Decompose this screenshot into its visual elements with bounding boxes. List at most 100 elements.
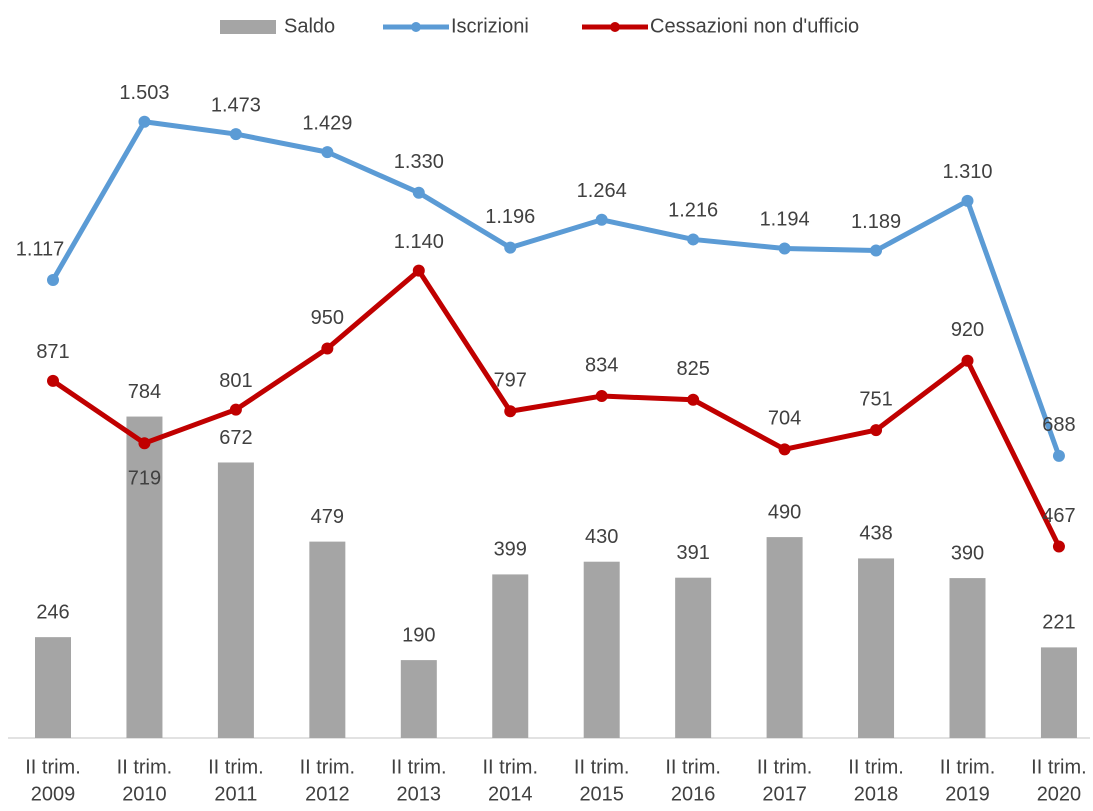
x-tick-label: 2016: [671, 783, 716, 805]
bar: [675, 577, 712, 738]
data-label: 784: [128, 381, 161, 403]
data-label: 1.429: [302, 112, 352, 134]
line-point: [961, 194, 974, 207]
data-label: 719: [128, 467, 161, 489]
data-label: 834: [585, 354, 618, 376]
line-point: [961, 354, 974, 367]
data-label: 1.189: [851, 211, 901, 233]
data-label: 1.216: [668, 200, 718, 222]
data-label: 797: [494, 370, 527, 392]
line-point: [1052, 449, 1065, 462]
data-label: 391: [676, 542, 709, 564]
line-point: [412, 264, 425, 277]
x-tick-label: 2017: [762, 783, 807, 805]
x-tick-label: II trim.: [665, 756, 721, 778]
data-label: 801: [219, 370, 252, 392]
bar: [400, 660, 437, 738]
line-point: [504, 405, 517, 418]
legend-label: Saldo: [284, 15, 335, 37]
data-label: 438: [859, 523, 892, 545]
line-point: [778, 242, 791, 255]
data-label: 479: [311, 506, 344, 528]
data-label: 1.194: [760, 209, 810, 231]
x-tick-label: II trim.: [391, 756, 447, 778]
line-point: [47, 374, 59, 387]
data-label: 221: [1042, 612, 1075, 634]
data-label: 190: [402, 624, 435, 646]
legend-label: Iscrizioni: [451, 15, 529, 37]
line-point: [595, 390, 608, 403]
line-point: [595, 213, 608, 226]
line: [51, 268, 1062, 548]
bar: [492, 574, 529, 738]
line-point: [778, 443, 791, 456]
bar: [583, 561, 620, 738]
line-point: [687, 233, 700, 246]
data-label: 246: [36, 601, 69, 623]
x-tick-label: II trim.: [300, 756, 356, 778]
data-label: 1.503: [119, 82, 169, 104]
bar: [217, 462, 254, 738]
data-label: 672: [219, 427, 252, 449]
data-label: 1.117: [16, 238, 65, 260]
bar: [309, 541, 346, 738]
legend-swatch: [610, 22, 620, 32]
x-tick-label: 2018: [854, 783, 899, 805]
data-label: 430: [585, 526, 618, 548]
x-tick-label: 2015: [579, 783, 624, 805]
x-tick-label: 2010: [122, 783, 167, 805]
line-point: [687, 393, 700, 406]
x-tick-label: II trim.: [117, 756, 173, 778]
x-tick-label: 2009: [31, 783, 76, 805]
bar: [949, 578, 986, 738]
data-label: 704: [768, 408, 801, 430]
x-tick-label: 2011: [214, 783, 257, 805]
data-label: 390: [951, 542, 984, 564]
line-point: [412, 186, 425, 199]
data-label: 1.140: [394, 231, 444, 253]
legend-swatch: [220, 20, 276, 34]
data-label: 1.264: [577, 180, 627, 202]
line-point: [138, 115, 151, 128]
line-point: [229, 128, 242, 141]
line-point: [138, 437, 151, 450]
line: [50, 119, 1062, 457]
line-point: [321, 342, 334, 355]
line-point: [47, 274, 59, 287]
x-tick-label: 2019: [945, 783, 990, 805]
legend-label: Cessazioni non d'ufficio: [650, 15, 859, 37]
x-tick-label: 2020: [1037, 783, 1082, 805]
x-tick-label: II trim.: [757, 756, 813, 778]
data-label: 1.196: [485, 206, 535, 228]
x-tick-label: 2012: [305, 783, 350, 805]
data-label: 688: [1042, 414, 1075, 436]
line-point: [870, 244, 883, 257]
x-tick-label: II trim.: [482, 756, 538, 778]
x-tick-label: 2013: [397, 783, 442, 805]
x-tick-label: II trim.: [848, 756, 904, 778]
data-label: 871: [36, 341, 69, 363]
data-label: 1.310: [942, 161, 992, 183]
data-label: 1.330: [394, 151, 444, 173]
x-tick-label: II trim.: [208, 756, 264, 778]
x-tick-label: II trim.: [25, 756, 81, 778]
line-point: [504, 241, 517, 254]
bar: [126, 416, 163, 738]
line-point: [321, 146, 334, 159]
data-label: 751: [859, 388, 892, 410]
bar: [766, 537, 803, 738]
data-label: 399: [494, 539, 527, 561]
line-point: [1052, 540, 1065, 553]
data-label: 920: [951, 319, 984, 341]
data-label: 950: [311, 307, 344, 329]
x-tick-label: II trim.: [940, 756, 996, 778]
bar: [858, 558, 895, 738]
x-tick-label: II trim.: [574, 756, 630, 778]
x-tick-label: II trim.: [1031, 756, 1087, 778]
x-tick-label: 2014: [488, 783, 533, 805]
data-label: 467: [1042, 505, 1075, 527]
data-label: 1.473: [211, 94, 261, 116]
legend-swatch: [411, 22, 421, 32]
bar: [35, 637, 71, 738]
